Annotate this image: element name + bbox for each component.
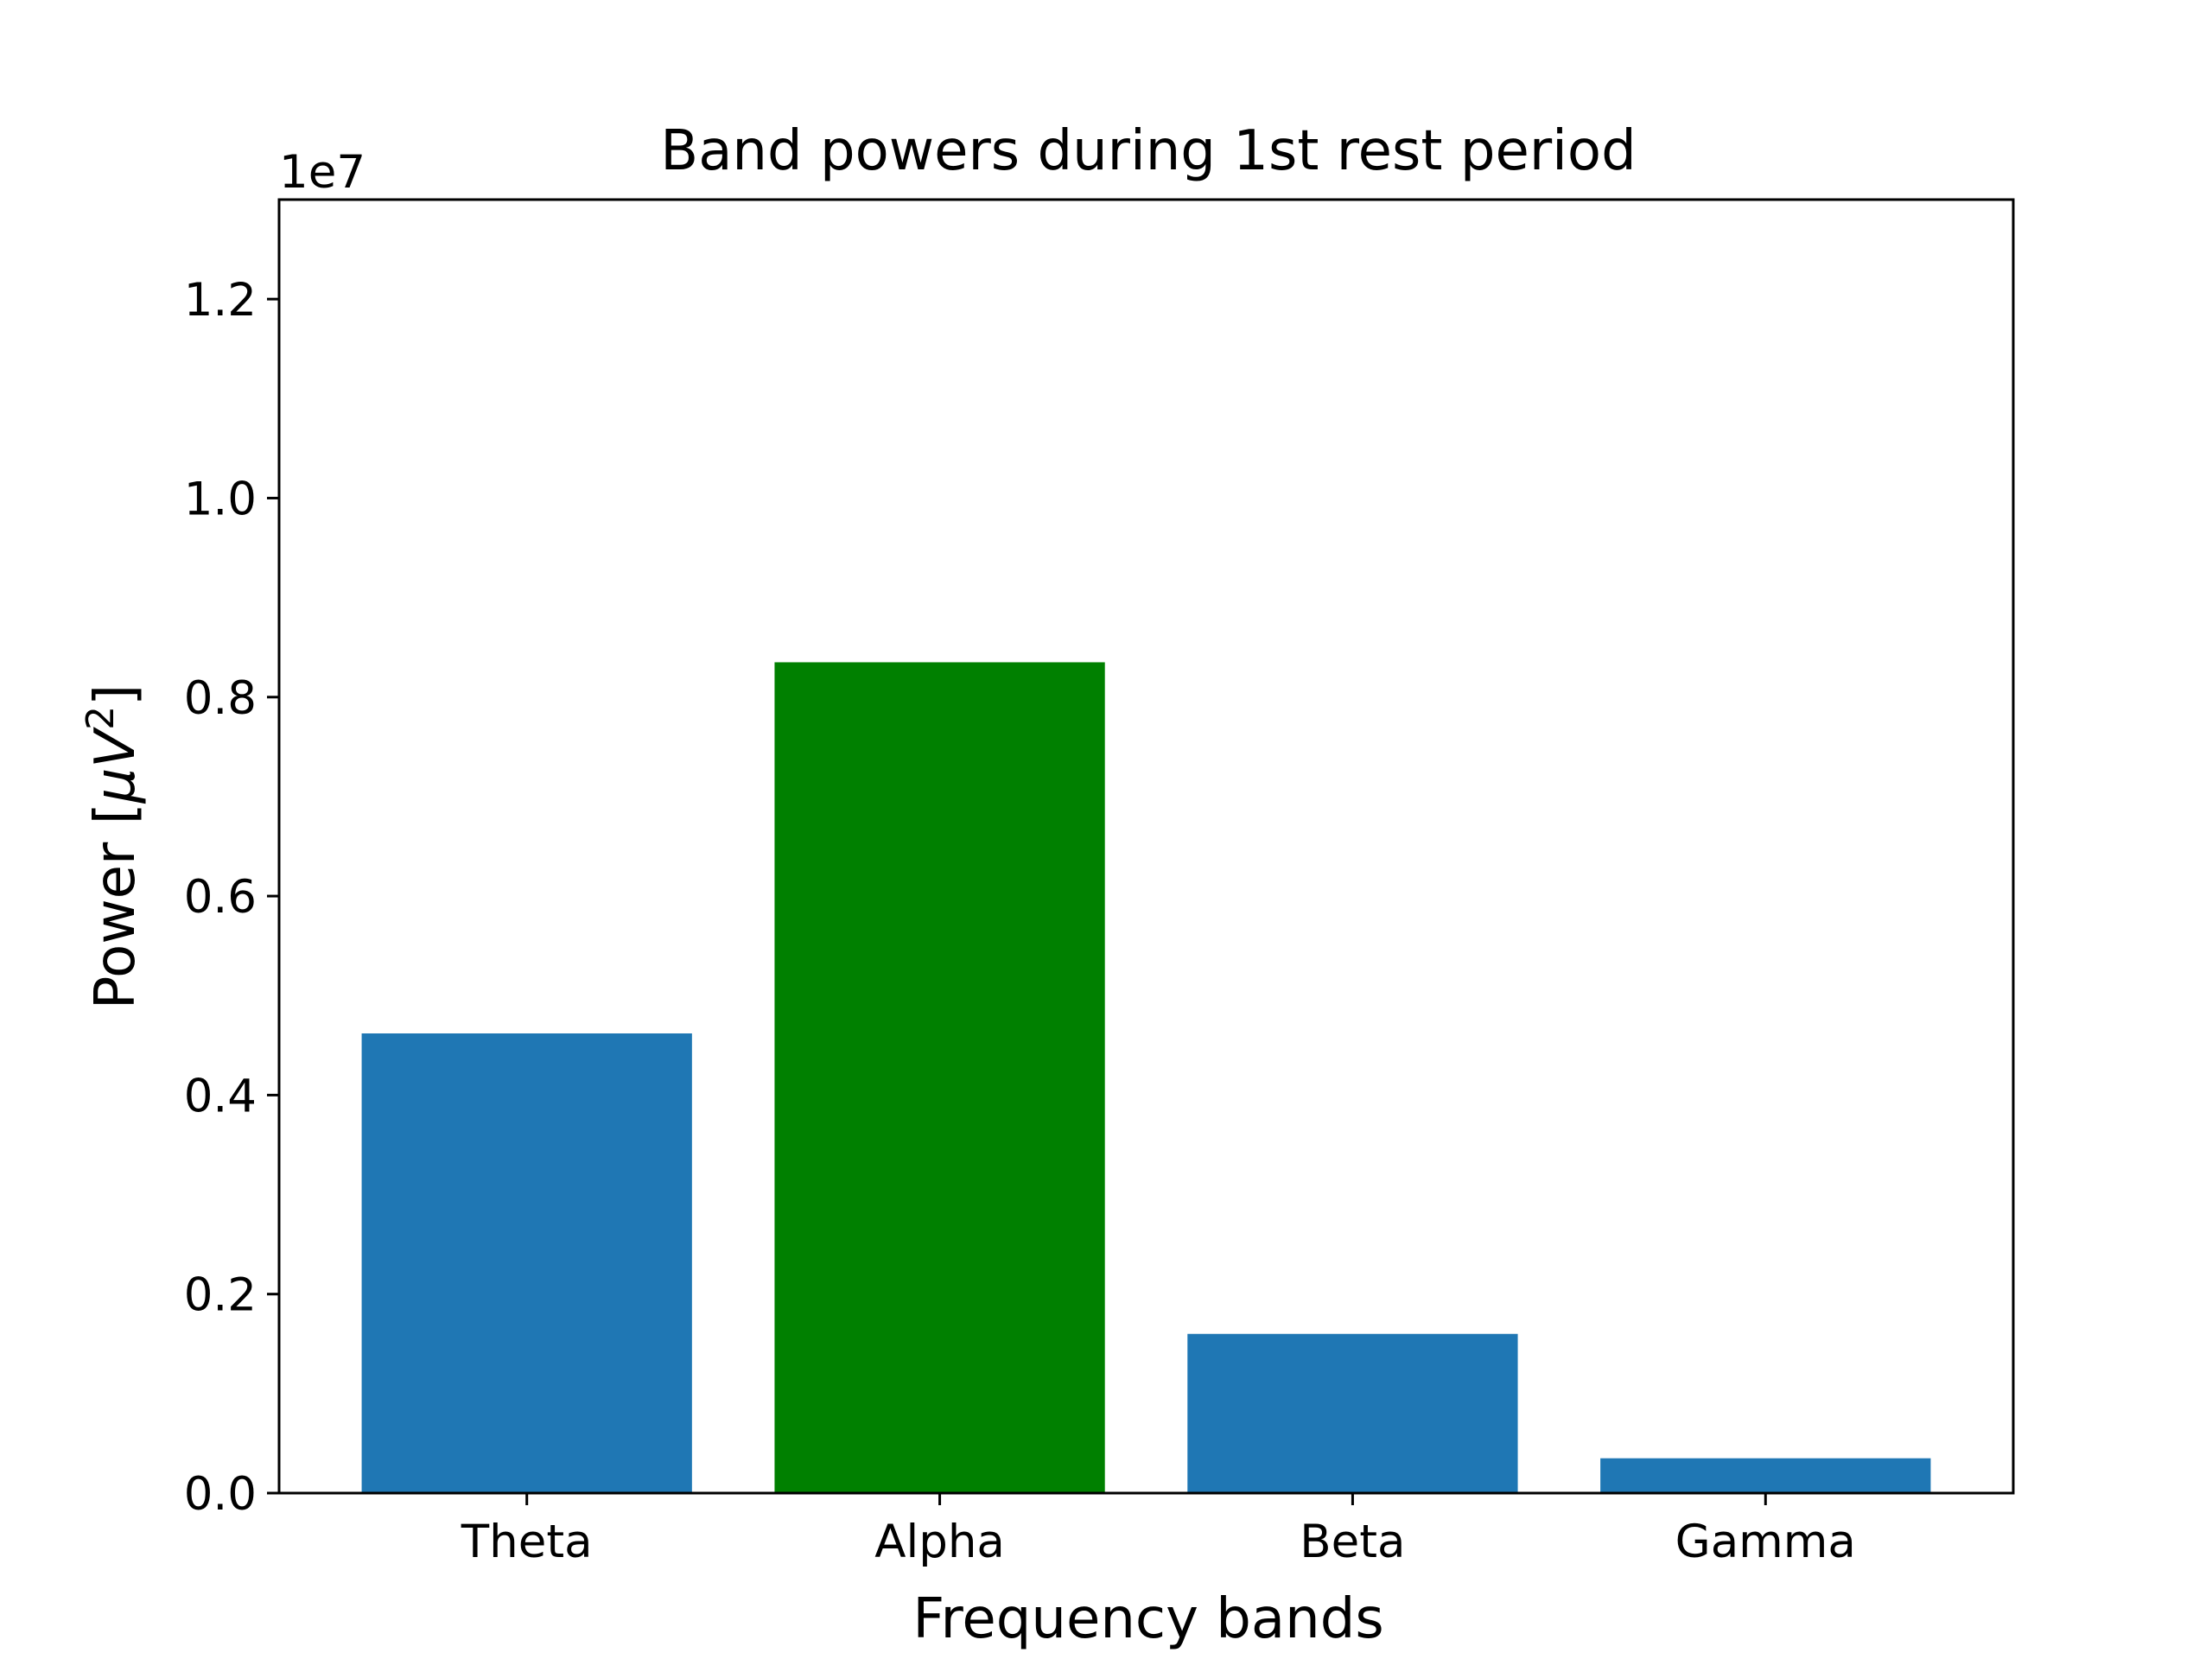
y-axis-label-prefix: Power [ — [84, 803, 148, 1009]
y-tick-label: 0.6 — [184, 871, 257, 924]
y-axis-label-suffix: ] — [84, 684, 148, 706]
x-tick-label: Alpha — [874, 1516, 1005, 1568]
y-tick-label: 1.0 — [184, 473, 257, 525]
chart-title: Band powers during 1st rest period — [660, 119, 1636, 183]
bar-alpha — [774, 662, 1105, 1493]
bars-layer — [361, 662, 1931, 1493]
y-tick-label: 0.2 — [184, 1269, 257, 1322]
x-ticks-layer: Theta Alpha Beta Gamma — [461, 1493, 1856, 1568]
y-axis-offset-label: 1e7 — [279, 146, 365, 199]
y-tick-label: 1.2 — [184, 274, 257, 327]
y-tick-label: 0.8 — [184, 672, 257, 725]
y-tick-label: 0.0 — [184, 1468, 257, 1521]
x-tick-label: Gamma — [1675, 1516, 1856, 1568]
x-axis-label: Frequency bands — [912, 1587, 1383, 1651]
y-ticks-layer: 0.0 0.2 0.4 0.6 0.8 1.0 1.2 — [184, 274, 279, 1521]
bar-beta — [1187, 1333, 1518, 1493]
bar-gamma — [1600, 1458, 1931, 1493]
bar-theta — [361, 1033, 692, 1493]
y-axis-label: Power [μV2] — [79, 684, 148, 1009]
x-tick-label: Theta — [461, 1516, 593, 1568]
y-axis-label-mu: μ — [84, 768, 148, 804]
y-axis-label-exponent: 2 — [79, 706, 123, 730]
y-tick-label: 0.4 — [184, 1070, 257, 1122]
x-tick-label: Beta — [1300, 1516, 1405, 1568]
y-axis-label-var: V — [84, 727, 148, 768]
plot-area-frame — [277, 198, 2015, 1495]
